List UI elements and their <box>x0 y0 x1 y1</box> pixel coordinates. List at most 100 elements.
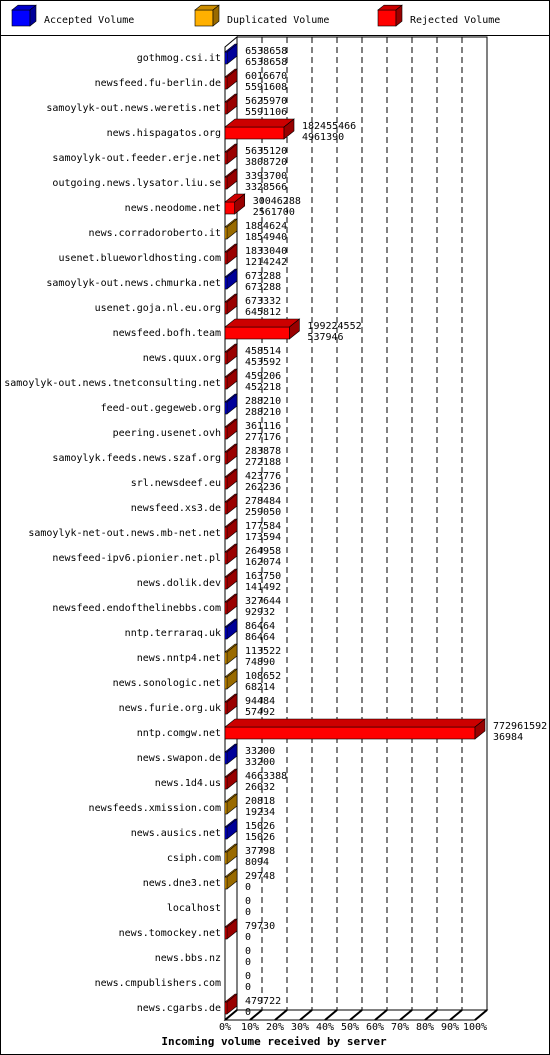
tick-mark <box>474 1009 488 1021</box>
category-label: newsfeed.fu-berlin.de <box>95 78 221 89</box>
value-label: 3393700 <box>245 171 287 182</box>
bar-face <box>226 643 238 665</box>
bar-face <box>226 818 238 840</box>
category-label: gothmog.csi.it <box>137 53 221 64</box>
bar <box>224 618 238 640</box>
value-label: 33200 <box>245 757 275 768</box>
value-label: 262236 <box>245 482 281 493</box>
value-label: 68214 <box>245 682 275 693</box>
value-label: 645812 <box>245 307 281 318</box>
category-label: news.ausics.net <box>131 828 221 839</box>
value-label: 0 <box>245 957 251 968</box>
bar <box>224 218 238 240</box>
value-label: 26032 <box>245 782 275 793</box>
value-label: 5625970 <box>245 96 287 107</box>
category-label: news.cgarbs.de <box>137 1003 221 1014</box>
value-label: 278484 <box>245 496 281 507</box>
x-tick-label: 40% <box>316 1022 334 1033</box>
tick-mark <box>299 1009 313 1021</box>
bar-face <box>226 393 238 415</box>
category-label: news.corradoroberto.it <box>89 228 221 239</box>
bar-face <box>226 593 238 615</box>
bar-face <box>226 443 238 465</box>
value-label: 283878 <box>245 446 281 457</box>
category-label: news.nntp4.net <box>137 653 221 664</box>
bar-face <box>226 268 238 290</box>
bar-face <box>224 126 285 140</box>
bar-face <box>226 93 238 115</box>
category-label: news.cmpublishers.com <box>95 978 221 989</box>
legend-swatch-face <box>194 9 214 27</box>
category-label: samoylyk-net-out.news.mb-net.net <box>28 528 221 539</box>
bar-face <box>226 618 238 640</box>
category-label: newsfeeds.xmission.com <box>89 803 221 814</box>
category-label: samoylyk-out.news.tnetconsulting.net <box>4 378 221 389</box>
bar <box>224 143 238 165</box>
category-label: samoylyk-out.news.weretis.net <box>46 103 221 114</box>
value-label: 141492 <box>245 582 281 593</box>
value-label: 15026 <box>245 832 275 843</box>
category-label: nntp.comgw.net <box>137 728 221 739</box>
value-label: 86464 <box>245 632 275 643</box>
bar-face <box>226 168 238 190</box>
legend-label: Accepted Volume <box>44 15 134 26</box>
bar-face <box>226 543 238 565</box>
bar-face <box>283 118 295 140</box>
bar <box>224 393 238 415</box>
value-label: 36984 <box>493 732 523 743</box>
category-label: newsfeed.xs3.de <box>131 503 221 514</box>
value-label: 327644 <box>245 596 281 607</box>
bar-face <box>224 726 476 740</box>
bar <box>224 493 238 515</box>
bar <box>224 343 238 365</box>
bar <box>224 443 238 465</box>
category-label: newsfeed.bofh.team <box>113 328 221 339</box>
bar <box>224 593 238 615</box>
category-label: srl.newsdeef.eu <box>131 478 221 489</box>
legend-swatch <box>377 4 403 27</box>
bar <box>224 193 246 215</box>
x-tick-label: 30% <box>291 1022 309 1033</box>
value-label: 0 <box>245 907 251 918</box>
value-label: 182455466 <box>302 121 356 132</box>
value-label: 361116 <box>245 421 281 432</box>
bar-face <box>226 43 238 65</box>
bar <box>224 118 295 140</box>
bar-face <box>226 993 238 1015</box>
bar-face <box>226 293 238 315</box>
legend-label: Duplicated Volume <box>227 15 329 26</box>
bar-face <box>226 843 238 865</box>
bar-face <box>234 193 246 215</box>
legend-swatch <box>11 4 37 27</box>
value-label: 79730 <box>245 921 275 932</box>
category-label: samoylyk.feeds.news.szaf.org <box>52 453 221 464</box>
bar <box>224 518 238 540</box>
bar <box>224 693 238 715</box>
legend-label: Rejected Volume <box>410 15 500 26</box>
bar-face <box>226 218 238 240</box>
value-label: 5591106 <box>245 107 287 118</box>
value-label: 15026 <box>245 821 275 832</box>
x-axis-label: Incoming volume received by server <box>161 1035 387 1048</box>
value-label: 772961592 <box>493 721 547 732</box>
category-label: news.dne3.net <box>143 878 221 889</box>
bar <box>224 168 238 190</box>
value-label: 29748 <box>245 871 275 882</box>
value-label: 0 <box>245 932 251 943</box>
value-label: 19234 <box>245 807 275 818</box>
tick-mark <box>424 1009 438 1021</box>
value-label: 57492 <box>245 707 275 718</box>
legend-swatch-face <box>212 4 220 27</box>
tick-mark <box>274 1009 288 1021</box>
x-tick-label: 50% <box>341 1022 359 1033</box>
value-label: 6538658 <box>245 57 287 68</box>
value-label: 5635120 <box>245 146 287 157</box>
bar-face <box>224 118 295 128</box>
bar <box>224 543 238 565</box>
value-label: 163750 <box>245 571 281 582</box>
bar <box>224 418 238 440</box>
value-label: 20818 <box>245 796 275 807</box>
tick-mark <box>449 1009 463 1021</box>
value-label: 0 <box>245 946 251 957</box>
value-label: 259050 <box>245 507 281 518</box>
